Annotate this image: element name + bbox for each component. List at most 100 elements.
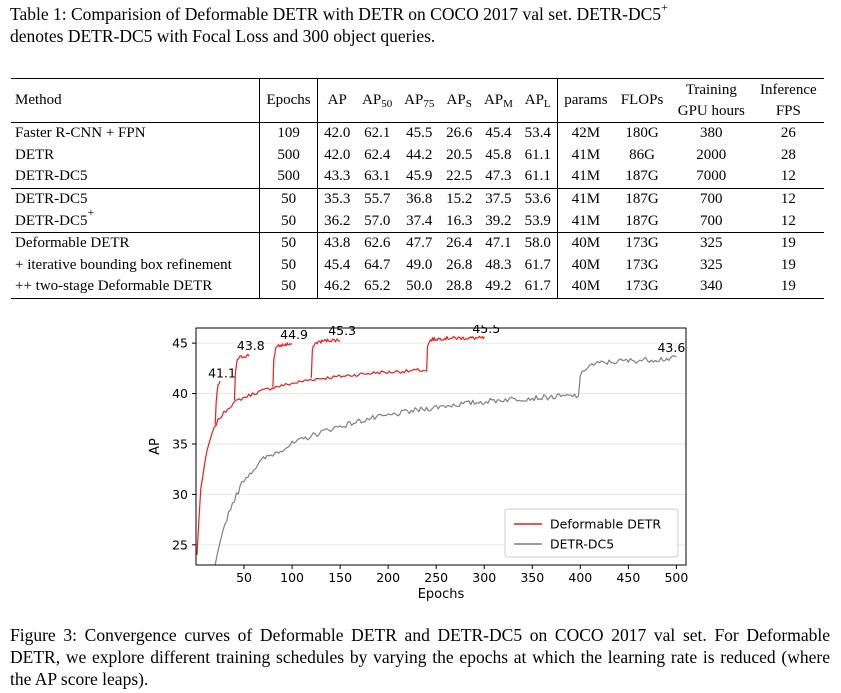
y-tick-label: 35 <box>172 436 188 451</box>
table-body: Faster R-CNN + FPN 109 42.0 62.1 45.5 26.6 45.… <box>11 122 824 299</box>
cell-aps: 26.8 <box>446 256 473 273</box>
cell-params: 41M <box>556 144 615 167</box>
series-line <box>196 368 426 555</box>
col-header-epochs: Epochs <box>258 78 318 123</box>
cell-method: Deformable DETR <box>15 235 130 252</box>
table-caption-text-2: denotes DETR-DC5 with Focal Loss and 300… <box>10 26 436 46</box>
series-line <box>272 342 293 388</box>
col-header-inference: Inference FPS <box>752 78 824 123</box>
cell-ap: 46.2 <box>317 276 357 299</box>
cell-apm: 49.2 <box>478 276 519 299</box>
cell-ap50: 65.2 <box>356 276 399 299</box>
x-tick-label: 150 <box>328 570 352 585</box>
cell-flops: 187G <box>614 166 670 189</box>
cell-aps: 16.3 <box>440 210 479 233</box>
legend-box <box>504 508 679 558</box>
cell-flops: 187G <box>625 191 659 208</box>
cell-method: + iterative bounding box refinement <box>15 256 232 273</box>
cell-flops: 86G <box>629 146 655 163</box>
cell-method: DETR-DC5 <box>15 191 88 208</box>
plot-frame <box>195 327 687 566</box>
cell-aps: 28.8 <box>440 276 479 299</box>
table-row: Faster R-CNN + FPN 109 42.0 62.1 45.5 26.6 45.… <box>11 122 824 145</box>
x-tick-label: 450 <box>616 570 640 585</box>
cell-gpu-hours: 325 <box>700 235 723 252</box>
col-header-method: Method <box>11 78 260 123</box>
data-label: 45.3 <box>328 325 356 338</box>
cell-apl: 61.7 <box>524 256 551 273</box>
cell-epochs: 50 <box>258 188 318 211</box>
col-header-aps: APS <box>440 78 479 123</box>
cell-aps: 26.6 <box>446 125 473 142</box>
cell-apl: 61.7 <box>518 276 558 299</box>
cell-fps: 12 <box>752 166 824 189</box>
cell-flops: 173G <box>625 256 659 273</box>
x-tick-label: 500 <box>664 570 688 585</box>
series-line <box>214 355 677 566</box>
cell-apm: 45.8 <box>485 146 512 163</box>
data-label: 44.9 <box>280 327 308 342</box>
cell-fps: 28 <box>780 146 796 163</box>
cell-apm: 48.3 <box>485 256 512 273</box>
cell-epochs: 50 <box>258 210 318 233</box>
x-tick-label: 50 <box>236 570 252 585</box>
col-header-ap50: AP50 <box>356 78 399 123</box>
cell-gpu-hours: 700 <box>669 210 753 233</box>
cell-gpu-hours: 380 <box>700 125 723 142</box>
data-label: 43.8 <box>237 338 265 353</box>
cell-fps: 19 <box>752 276 824 299</box>
col-header-ap: AP <box>317 78 357 123</box>
table-row: Deformable DETR 50 43.8 62.6 47.7 26.4 47.1 58.… <box>11 232 824 255</box>
table-row: DETR 500 42.0 62.4 44.2 20.5 45.8 61.1 41M 86G 200… <box>11 144 824 167</box>
table-row: DETR-DC5+ 50 36.2 57.0 37.4 16.3 39.2 53.9 41M 18… <box>11 206 824 233</box>
convergence-chart: 41.143.8 44.9 45.3 45.5 43.6 50 100 150 200 250 30… <box>148 325 688 602</box>
cell-method: ++ two-stage Deformable DETR <box>11 276 260 299</box>
legend-entry: DETR-DC5 <box>550 537 614 552</box>
series-line <box>310 338 341 378</box>
x-tick-label: 300 <box>472 570 496 585</box>
col-header-apl: APL <box>518 78 558 123</box>
cell-ap75: 50.0 <box>398 276 441 299</box>
cell-ap: 35.3 <box>317 188 357 211</box>
x-tick-label: 350 <box>520 570 544 585</box>
col-header-flops: FLOPs <box>614 78 670 123</box>
cell-apl: 61.1 <box>518 166 558 189</box>
cell-params: 41M <box>556 188 615 211</box>
cell-method: DETR-DC5+ <box>11 206 260 233</box>
cell-apl: 58.0 <box>524 235 551 252</box>
cell-fps: 19 <box>780 235 796 252</box>
cell-ap75: 37.4 <box>398 210 441 233</box>
cell-method: Faster R-CNN + FPN <box>15 125 146 142</box>
cell-ap: 42.0 <box>317 144 357 167</box>
data-label: 43.6 <box>657 340 685 355</box>
col-header-training: Training GPU hours <box>669 78 753 123</box>
cell-params: 41M <box>556 210 615 233</box>
cell-epochs: 500 <box>258 166 318 189</box>
cell-ap: 42.0 <box>317 122 357 145</box>
cell-ap50: 62.1 <box>364 125 391 142</box>
cell-apm: 39.2 <box>478 210 519 233</box>
data-label: 45.5 <box>472 325 500 336</box>
cell-ap: 45.4 <box>317 254 357 277</box>
x-tick-label: 250 <box>424 570 448 585</box>
cell-params: 40M <box>556 232 615 255</box>
table-row: ++ two-stage Deformable DETR 50 46.2 65.2 50… <box>11 276 824 299</box>
cell-fps: 19 <box>780 256 796 273</box>
cell-params: 42M <box>556 122 615 145</box>
x-axis-label: Epochs <box>418 587 465 602</box>
series-line <box>214 380 221 425</box>
cell-aps: 22.5 <box>440 166 479 189</box>
cell-epochs: 109 <box>258 122 318 145</box>
y-tick-label: 40 <box>172 386 188 401</box>
table-caption: Table 1: Comparision of Deformable DETR … <box>10 1 668 47</box>
cell-apm: 47.3 <box>478 166 519 189</box>
cell-epochs: 50 <box>258 276 318 299</box>
series-line <box>426 335 485 372</box>
table-caption-label: Table 1: <box>10 4 67 24</box>
cell-ap75: 36.8 <box>406 191 433 208</box>
cell-method: DETR <box>15 146 55 163</box>
cell-ap50: 63.1 <box>356 166 399 189</box>
cell-fps: 12 <box>752 210 824 233</box>
y-tick-label: 25 <box>172 537 188 552</box>
cell-ap75: 45.9 <box>398 166 441 189</box>
